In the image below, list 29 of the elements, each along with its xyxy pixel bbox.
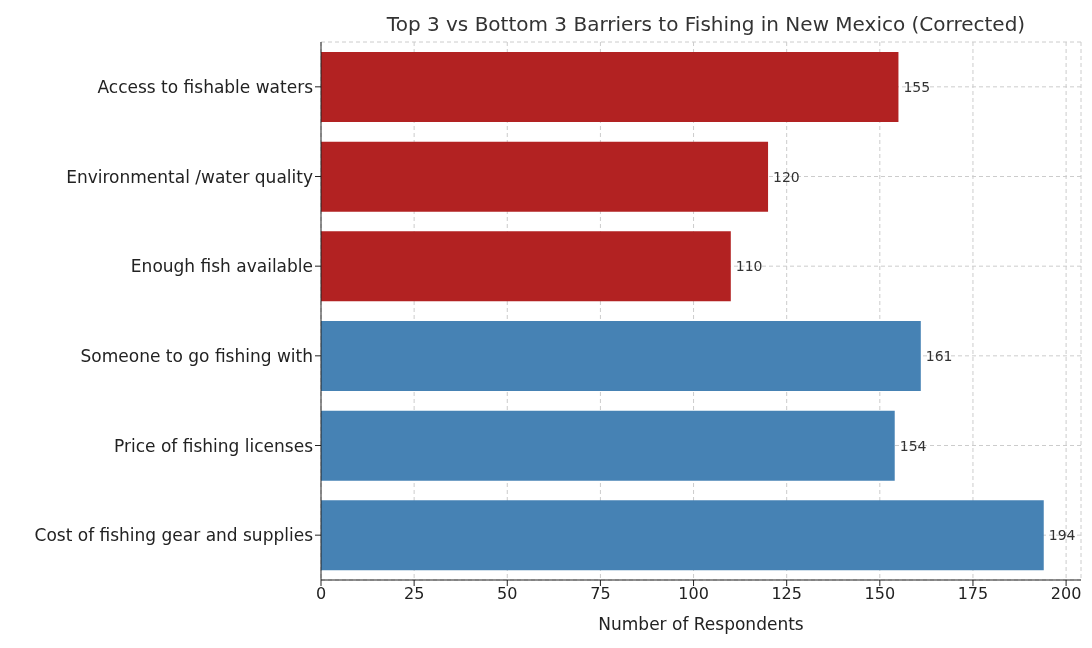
y-tick-label: Price of fishing licenses	[114, 435, 314, 456]
x-tick-label: 125	[771, 584, 802, 604]
chart-title: Top 3 vs Bottom 3 Barriers to Fishing in New Mexico (Corrected)	[385, 12, 1027, 36]
bar	[321, 321, 921, 391]
x-tick-label: 150	[864, 584, 896, 604]
data-label: 155	[903, 78, 931, 95]
x-tick-label: 25	[403, 584, 425, 604]
y-tick-label: Someone to go fishing with	[80, 345, 313, 366]
x-tick-label: 175	[957, 584, 989, 604]
bar	[321, 231, 731, 302]
data-label: 194	[1048, 527, 1076, 544]
x-axis-title: Number of Respondents	[598, 614, 804, 634]
y-tick-label: Access to fishable waters	[97, 76, 314, 97]
y-tick-label: Enough fish available	[130, 256, 313, 277]
data-label: 161	[925, 347, 953, 364]
data-label: 110	[735, 258, 763, 275]
x-tick-label: 100	[678, 584, 709, 604]
y-tick-label: Environmental /water quality	[66, 166, 313, 187]
x-tick-label: 200	[1050, 584, 1082, 604]
bar	[321, 141, 769, 212]
data-label: 154	[899, 437, 927, 454]
bar	[321, 500, 1044, 571]
bar	[321, 410, 895, 481]
y-tick-label: Cost of fishing gear and supplies	[34, 525, 314, 546]
x-tick-label: 50	[497, 584, 518, 604]
x-tick-label: 75	[590, 584, 611, 604]
bar	[321, 52, 899, 122]
data-label: 120	[773, 168, 800, 185]
x-tick-label: 0	[315, 584, 327, 604]
